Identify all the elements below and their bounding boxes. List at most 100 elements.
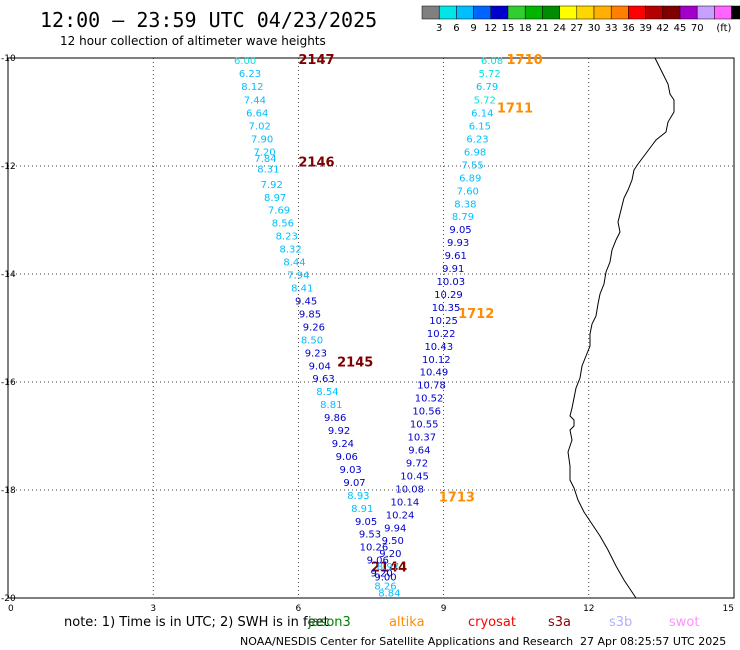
wave-height-value: 9.07: [343, 478, 365, 489]
wave-height-value: 10.08: [395, 484, 424, 495]
pass-number-label: 2147: [298, 53, 334, 68]
pass-number-label: 2145: [337, 355, 373, 370]
legend-swatch: [473, 5, 492, 20]
wave-height-value: 9.94: [384, 523, 406, 534]
footnote: note: 1) Time is in UTC; 2) SWH is in fe…: [64, 615, 329, 630]
wave-height-value: 9.85: [299, 309, 321, 320]
coastline: [567, 57, 675, 599]
lat-lon-grid: [8, 58, 734, 598]
legend-label: 3: [436, 23, 442, 34]
wave-height-value: 7.92: [261, 180, 283, 191]
wave-height-value: 8.93: [347, 491, 369, 502]
wave-height-value: 8.50: [301, 335, 323, 346]
mission-label: cryosat: [468, 615, 516, 630]
legend-swatch: [731, 5, 740, 20]
wave-height-value: 10.56: [412, 407, 441, 418]
wave-height-value: 9.50: [382, 536, 404, 547]
y-tick-label: -14: [1, 270, 16, 280]
wave-height-value: 10.35: [432, 303, 461, 314]
x-tick-label: 9: [441, 604, 447, 614]
wave-height-value: 9.20: [379, 549, 401, 560]
wave-height-value: 8.26: [374, 582, 396, 593]
wave-height-value: 6.08: [481, 56, 503, 67]
legend-swatch: [696, 5, 715, 20]
wave-height-value: 10.26: [360, 543, 389, 554]
legend-swatch: [507, 5, 526, 20]
wave-height-value: 8.44: [283, 258, 305, 269]
wave-height-value: 9.86: [324, 413, 346, 424]
wave-height-value: 7.60: [457, 186, 479, 197]
mission-label: s3b: [609, 615, 632, 630]
legend-swatch: [628, 5, 646, 20]
plot-frame: [7, 57, 735, 599]
legend-swatch: [559, 5, 578, 20]
wave-height-value: 9.00: [374, 572, 396, 583]
wave-height-value: 10.25: [429, 316, 458, 327]
y-tick-label: -16: [1, 378, 16, 388]
wave-height-value: 10.29: [434, 290, 463, 301]
legend-label: 24: [553, 23, 566, 34]
wave-height-value: 9.05: [449, 225, 471, 236]
legend-label: 30: [588, 23, 601, 34]
mission-label: jason3: [307, 615, 351, 630]
wave-height-value: 9.53: [359, 530, 381, 541]
map-title: 12:00 – 23:59 UTC 04/23/2025: [40, 8, 377, 32]
wave-height-value: 9.64: [408, 446, 430, 457]
wave-height-value: 8.84: [378, 589, 400, 600]
legend-label: 42: [656, 23, 669, 34]
wave-height-value: 6.79: [476, 82, 498, 93]
credit-line: NOAA/NESDIS Center for Satellite Applica…: [240, 635, 573, 648]
wave-height-value: 9.04: [309, 361, 331, 372]
y-tick-label: -20: [1, 594, 16, 604]
mission-legend: jason3 altika cryosat s3a s3b swot: [307, 615, 699, 630]
mission-label: swot: [669, 615, 699, 630]
wave-height-value: 8.31: [257, 165, 279, 176]
legend-swatch: [662, 5, 681, 20]
legend-swatch: [524, 5, 543, 20]
legend-swatch: [610, 5, 629, 20]
wave-height-value: 9.06: [336, 452, 358, 463]
wave-height-value: 10.78: [417, 381, 446, 392]
mission-label: altika: [389, 615, 425, 630]
axis-ticks: 0 3 6 9 12 15 -10 -12 -14 -16 -18 -20: [1, 54, 734, 614]
legend-label: 27: [570, 23, 583, 34]
wave-height-value: 9.06: [367, 556, 389, 567]
wave-height-value: 9.23: [305, 348, 327, 359]
wave-height-value: 9.45: [295, 296, 317, 307]
wave-height-value: 7.69: [268, 206, 290, 217]
wave-height-value: 10.03: [437, 277, 466, 288]
legend-label: 70: [691, 23, 704, 34]
wave-height-value: 7.84: [254, 154, 276, 165]
wave-height-value: 9.92: [328, 426, 350, 437]
legend-swatch: [490, 5, 509, 20]
wave-height-value: 8.81: [320, 400, 342, 411]
wave-height-value: 6.98: [464, 147, 486, 158]
wave-height-value: 9.93: [447, 238, 469, 249]
wave-height-value: 8.91: [351, 504, 373, 515]
pass-number-label: 2146: [298, 156, 334, 171]
wave-height-value: 5.72: [474, 96, 496, 107]
timestamp: 27 Apr 08:25:57 UTC 2025: [580, 635, 726, 648]
wave-height-value: 10.37: [407, 433, 436, 444]
legend-label: 6: [453, 23, 459, 34]
wave-height-value: 9.26: [303, 322, 325, 333]
wave-height-value: 5.72: [478, 69, 500, 80]
wave-height-value: 9.61: [445, 251, 467, 262]
wave-height-value: 9.63: [312, 374, 334, 385]
wave-height-value: 7.02: [249, 122, 271, 133]
wave-height-value: 9.03: [340, 465, 362, 476]
wave-height-value: 10.12: [422, 355, 451, 366]
wave-height-value: 8.97: [377, 562, 399, 573]
wave-height-value: 10.22: [427, 329, 456, 340]
wave-height-value: 10.24: [386, 510, 415, 521]
legend-label: 21: [536, 23, 549, 34]
wave-height-value: 8.79: [452, 212, 474, 223]
legend-swatch: [438, 5, 457, 20]
pass-number-label: 1711: [497, 102, 533, 117]
legend-swatch: [576, 5, 595, 20]
y-tick-label: -12: [1, 162, 16, 172]
wave-height-value: 7.20: [253, 147, 275, 158]
legend-label: 15: [502, 23, 515, 34]
pass-number-label: 1713: [439, 490, 475, 505]
